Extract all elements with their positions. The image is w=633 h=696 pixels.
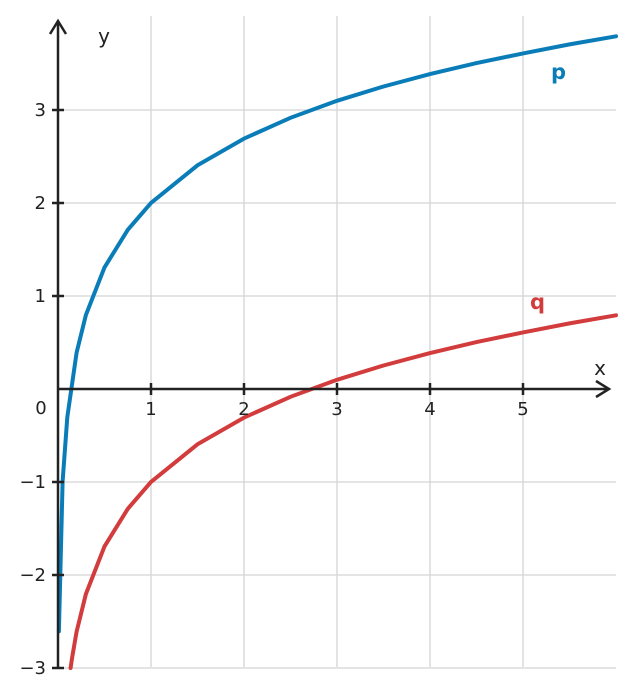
y-tick-label--3: −3 (19, 658, 46, 679)
x-tick-label-3: 3 (331, 399, 342, 420)
x-tick-label-4: 4 (424, 399, 435, 420)
y-tick-label-3: 3 (35, 100, 46, 121)
curves: pq (56, 34, 618, 670)
ticks: 1 2 3 4 5 −3 −2 −1 1 2 3 (19, 100, 528, 679)
series-p-label: p (551, 60, 566, 84)
y-tick-label-2: 2 (35, 193, 46, 214)
y-axis-label: y (98, 24, 110, 48)
grid (58, 16, 616, 669)
y-tick-label--1: −1 (19, 472, 46, 493)
y-tick-label-1: 1 (35, 286, 46, 307)
series-q-line (68, 313, 618, 670)
x-tick-label-5: 5 (517, 399, 528, 420)
y-tick-label--2: −2 (19, 565, 46, 586)
axes (48, 18, 612, 667)
series-p-line (56, 34, 618, 634)
x-tick-label-2: 2 (238, 399, 249, 420)
series-q-label: q (530, 290, 545, 314)
labels: x y 0 (35, 24, 606, 419)
x-axis-label: x (594, 356, 606, 380)
y-axis-arrow (48, 18, 68, 35)
x-tick-label-1: 1 (145, 399, 156, 420)
origin-label: 0 (35, 398, 46, 419)
x-axis-arrow (595, 379, 612, 399)
